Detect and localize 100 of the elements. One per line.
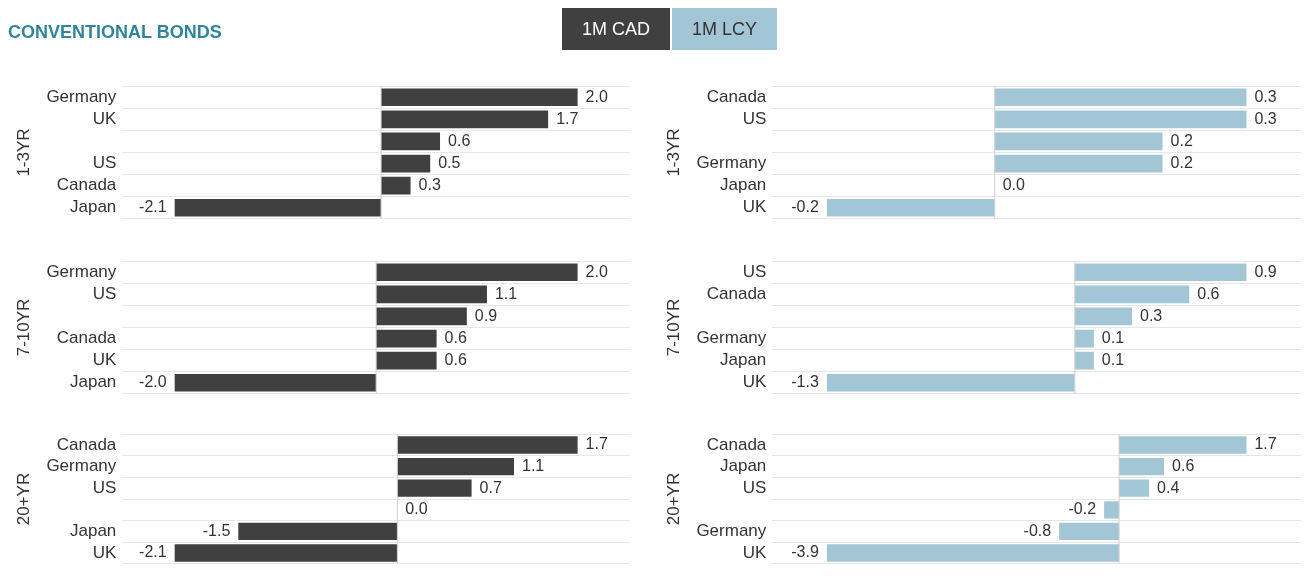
data-label: 0.2 xyxy=(1170,153,1193,171)
y-tick-label: Japan xyxy=(69,372,117,392)
bar xyxy=(381,132,441,151)
bar xyxy=(1119,479,1150,497)
bar xyxy=(376,285,487,304)
data-label: 0.9 xyxy=(1254,262,1277,280)
y-axis-title: 20+YR xyxy=(663,472,683,526)
bar xyxy=(376,307,467,326)
data-label: -2.1 xyxy=(139,198,167,216)
y-tick-label: Germany xyxy=(46,456,117,476)
data-label: 1.1 xyxy=(522,457,545,475)
bar xyxy=(238,522,398,541)
bar xyxy=(1119,436,1247,454)
data-label: 0.3 xyxy=(1254,87,1277,105)
data-label: 0.6 xyxy=(444,351,467,369)
data-label: -2.0 xyxy=(139,373,167,391)
data-label: 0.6 xyxy=(1172,457,1195,475)
y-tick-label: US xyxy=(92,284,117,304)
data-label: 0.3 xyxy=(418,176,441,194)
bar xyxy=(1074,263,1247,282)
y-axis-title: 7-10YR xyxy=(663,298,683,357)
y-tick-label: Canada xyxy=(706,86,767,106)
y-axis-title: 1-3YR xyxy=(663,128,683,177)
data-label: -2.1 xyxy=(139,543,167,561)
data-label: 0.5 xyxy=(438,153,461,171)
bar xyxy=(1074,351,1094,370)
y-axis-title: 20+YR xyxy=(13,472,33,526)
y-axis-title: 7-10YR xyxy=(13,298,33,357)
bar xyxy=(381,88,578,107)
y-tick-label: UK xyxy=(742,542,767,562)
y-tick-label: US xyxy=(92,153,117,173)
data-label: 0.3 xyxy=(1140,306,1163,324)
data-label: 2.0 xyxy=(585,87,608,105)
data-label: 1.7 xyxy=(1254,435,1277,453)
bar xyxy=(381,154,431,173)
y-tick-label: Japan xyxy=(719,175,767,195)
bar xyxy=(1074,285,1190,304)
chart-title: CONVENTIONAL BONDS xyxy=(8,22,222,43)
y-tick-label: Canada xyxy=(56,175,117,195)
data-label: 0.4 xyxy=(1157,478,1180,496)
data-label: 0.1 xyxy=(1101,328,1125,346)
y-tick-label: Japan xyxy=(69,197,117,217)
data-label: -1.5 xyxy=(202,521,231,539)
data-label: 0.2 xyxy=(1170,131,1193,149)
bar xyxy=(381,176,411,195)
bar xyxy=(381,110,549,129)
data-label: 0.6 xyxy=(1197,284,1220,302)
data-label: -3.9 xyxy=(791,543,819,561)
bar xyxy=(1074,329,1094,348)
data-label: 0.6 xyxy=(444,328,467,346)
bar xyxy=(376,351,437,370)
y-tick-label: Canada xyxy=(56,328,117,348)
data-label: 0.9 xyxy=(474,306,498,324)
bar xyxy=(1074,307,1133,326)
bar xyxy=(397,436,578,454)
y-tick-label: UK xyxy=(742,372,767,392)
y-tick-label: Japan xyxy=(69,521,117,541)
data-label: -0.2 xyxy=(1068,500,1097,518)
data-label: 1.7 xyxy=(585,435,608,453)
y-tick-label: UK xyxy=(742,197,767,217)
data-label: 1.7 xyxy=(556,109,579,127)
bar xyxy=(826,544,1120,562)
text: 1M CAD xyxy=(561,8,670,50)
y-tick-label: Canada xyxy=(706,434,767,454)
y-tick-label: Japan xyxy=(719,456,767,476)
y-tick-label: Germany xyxy=(696,328,767,348)
bar xyxy=(1059,522,1120,541)
y-tick-label: US xyxy=(92,477,117,497)
data-label: 1.1 xyxy=(494,284,518,302)
data-label: -0.2 xyxy=(791,198,819,216)
y-tick-label: UK xyxy=(92,350,117,370)
y-tick-label: UK xyxy=(92,542,117,562)
y-tick-label: Japan xyxy=(719,350,767,370)
y-tick-label: US xyxy=(742,261,767,281)
bar xyxy=(174,373,377,392)
y-tick-label: UK xyxy=(92,109,117,129)
bar xyxy=(376,329,437,348)
y-tick-label: Canada xyxy=(706,284,767,304)
bar xyxy=(397,457,514,476)
bar xyxy=(376,263,578,282)
data-label: 0.0 xyxy=(405,500,428,518)
bar xyxy=(826,373,1075,392)
bar xyxy=(174,544,398,562)
y-tick-label: Germany xyxy=(46,261,117,281)
data-label: 0.7 xyxy=(479,478,502,496)
y-tick-label: Germany xyxy=(696,153,767,173)
y-tick-label: US xyxy=(742,477,767,497)
y-tick-label: Germany xyxy=(696,521,767,541)
y-tick-label: Canada xyxy=(56,434,117,454)
data-label: 0.0 xyxy=(1002,176,1026,194)
y-tick-label: US xyxy=(742,109,767,129)
text: 1M LCY xyxy=(672,8,778,50)
data-label: 2.0 xyxy=(585,262,608,280)
bar xyxy=(397,479,472,497)
data-label: -1.3 xyxy=(791,373,819,391)
data-label: 0.1 xyxy=(1101,351,1125,369)
data-label: 0.6 xyxy=(448,131,471,149)
bar xyxy=(174,198,382,217)
data-label: -0.8 xyxy=(1023,521,1052,539)
bar xyxy=(1119,457,1165,476)
